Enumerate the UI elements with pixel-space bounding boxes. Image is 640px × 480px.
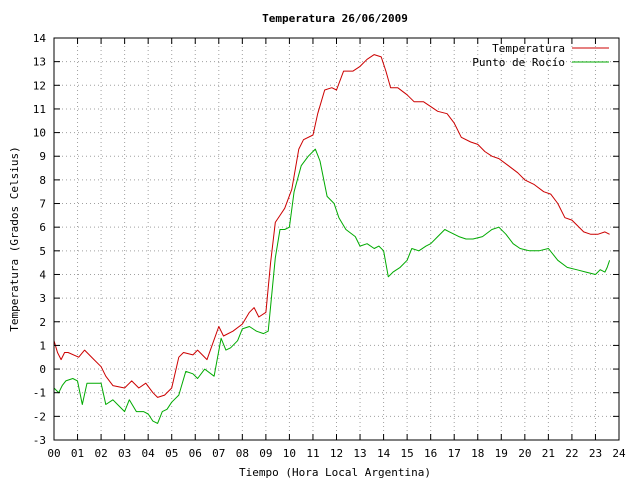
x-tick-label: 02 [94,447,107,460]
x-tick-label: 07 [212,447,225,460]
y-tick-label: 11 [33,103,46,116]
legend: Temperatura Punto de Rocío [472,42,609,69]
y-tick-label: 4 [39,268,46,281]
x-tick-label: 21 [542,447,555,460]
y-tick-label: 5 [39,245,46,258]
chart-title: Temperatura 26/06/2009 [262,12,408,25]
x-tick-label: 00 [47,447,60,460]
y-tick-label: 9 [39,150,46,163]
x-tick-label: 14 [377,447,391,460]
x-tick-label: 12 [330,447,343,460]
x-tick-label: 10 [283,447,296,460]
y-tick-label: -3 [33,434,46,447]
x-tick-label: 19 [495,447,508,460]
x-tick-label: 11 [306,447,319,460]
x-tick-label: 09 [259,447,272,460]
x-axis: 00 01 02 03 04 05 06 07 08 09 10 11 12 13 14 15 16 17 18 19… [47,38,626,460]
series-line-temperatura [53,54,610,398]
y-tick-label: 10 [33,127,46,140]
x-tick-label: 08 [236,447,249,460]
x-tick-label: 24 [612,447,626,460]
y-tick-label: 6 [39,221,46,234]
x-tick-label: 23 [589,447,602,460]
x-tick-label: 18 [471,447,484,460]
y-tick-label: 14 [33,32,47,45]
x-tick-label: 06 [189,447,202,460]
x-tick-label: 13 [353,447,366,460]
x-tick-label: 17 [448,447,461,460]
y-tick-label: 13 [33,56,46,69]
y-tick-label: 1 [39,339,46,352]
y-tick-label: 3 [39,292,46,305]
grid-lines [54,38,619,440]
x-tick-label: 01 [71,447,84,460]
series-layer [53,54,611,424]
x-tick-label: 22 [565,447,578,460]
y-tick-label: 12 [33,79,46,92]
y-tick-label: 7 [39,198,46,211]
legend-label-temperatura: Temperatura [492,42,565,55]
y-tick-label: -2 [33,410,46,423]
series-line-punto-de-rocio [53,148,611,424]
x-tick-label: 20 [518,447,531,460]
legend-label-punto-de-rocio: Punto de Rocío [472,56,565,69]
x-axis-label: Tiempo (Hora Local Argentina) [239,466,431,479]
x-tick-label: 04 [142,447,156,460]
y-tick-label: 2 [39,316,46,329]
x-tick-label: 15 [401,447,414,460]
x-tick-label: 16 [424,447,437,460]
y-tick-label: -1 [33,387,46,400]
x-tick-label: 05 [165,447,178,460]
y-axis-label: Temperatura (Grados Celsius) [8,146,21,331]
y-tick-label: 0 [39,363,46,376]
y-tick-label: 8 [39,174,46,187]
x-tick-label: 03 [118,447,131,460]
